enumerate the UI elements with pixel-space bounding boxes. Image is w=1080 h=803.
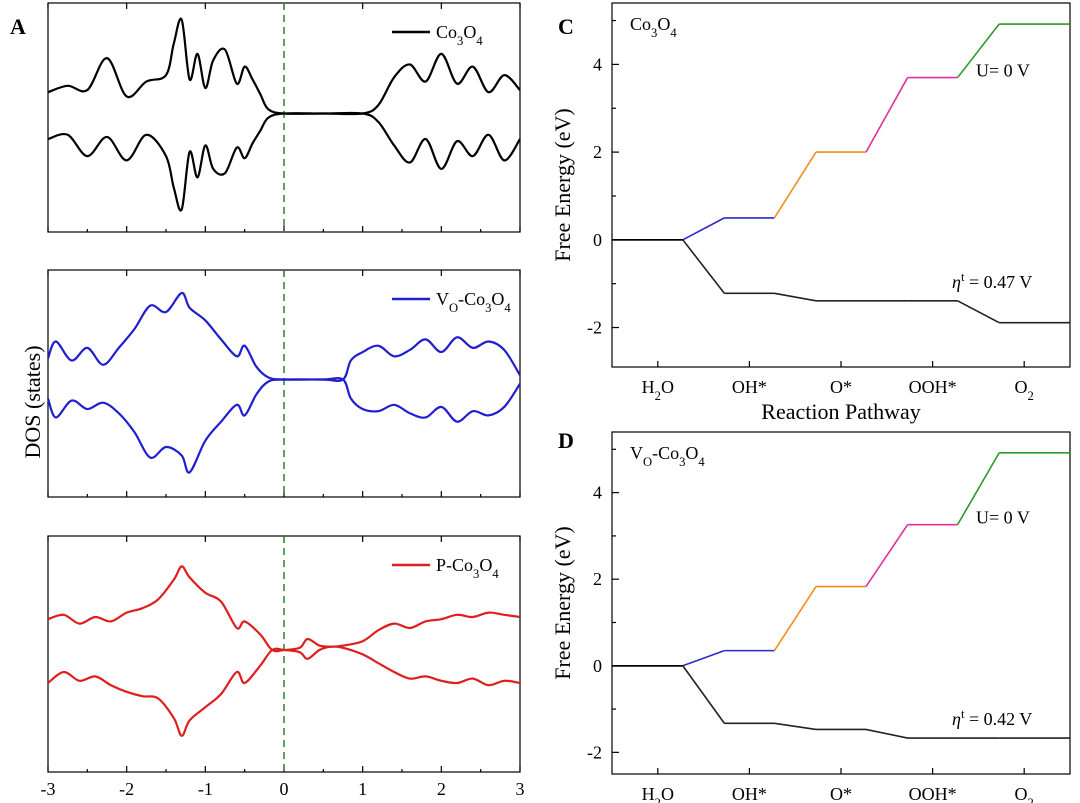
y-tick-label: -2 [587, 742, 602, 762]
energy-transition [956, 452, 1000, 526]
x-category-label: O* [830, 377, 852, 397]
y-tick-label: 0 [593, 230, 602, 250]
dos-curve-spin-up [47, 565, 521, 653]
energy-transition [865, 524, 909, 587]
dos-curve-spin-down [46, 377, 521, 474]
energy-transition [774, 722, 817, 731]
energy-transition [774, 292, 817, 302]
x-category-label: OOH* [909, 784, 957, 803]
x-tick-label: 1 [358, 779, 367, 799]
energy-panel-C: C -2 0 2 4 Free Energy (eV) H2O OH* O* OOH* O2 Reac… [550, 2, 1071, 424]
energy-series-upper [612, 23, 1070, 241]
y-tick-label: -2 [587, 318, 602, 338]
energy-transition [773, 586, 817, 652]
dos-subpanel-co3o4: Co3O4 [47, 2, 521, 233]
overpotential-label: ηt = 0.42 V [952, 707, 1032, 729]
energy-series-lower [612, 664, 1070, 739]
energy-panel-title: Co3O4 [630, 14, 677, 40]
x-category-label: H2O [642, 377, 674, 403]
energy-frame [611, 2, 1071, 368]
energy-xlabel: Reaction Pathway [761, 399, 920, 424]
x-tick-label: 3 [516, 779, 525, 799]
panel-c-label: C [558, 14, 574, 39]
energy-transition [682, 665, 726, 724]
energy-transition [865, 728, 908, 739]
panel-a-label: A [10, 14, 26, 39]
dos-curve-spin-down [47, 111, 521, 212]
energy-panel-D: D -2 0 2 4 Free Energy (eV) H2O OH* O* OOH* O2 VO-C… [550, 428, 1071, 803]
y-tick-label: 4 [593, 483, 602, 503]
dos-curve-spin-down [47, 645, 521, 737]
dos-curve-spin-up [46, 291, 521, 382]
energy-series-upper [612, 451, 1070, 667]
dos-subpanel-vo-co3o4: VO-Co3O4 [46, 269, 521, 498]
x-tick-label: -3 [41, 779, 56, 799]
energy-transition [682, 239, 726, 294]
x-category-label: OOH* [909, 377, 957, 397]
panel-a-ylabel: DOS (states) [20, 345, 45, 458]
dos-curve-spin-up [47, 17, 521, 116]
energy-transition [682, 217, 725, 241]
energy-transition [865, 77, 909, 153]
legend-label: VO-Co3O4 [436, 289, 511, 315]
legend-label: Co3O4 [436, 22, 483, 48]
x-tick-label: 2 [437, 779, 446, 799]
energy-transition [957, 300, 1000, 324]
x-category-label: OH* [732, 377, 767, 397]
x-category-label: O2 [1015, 784, 1034, 803]
energy-ylabel: Free Energy (eV) [550, 526, 575, 680]
dos-subpanel-p-co3o4: P-Co3O4 [47, 535, 521, 773]
x-category-label: O2 [1015, 377, 1034, 403]
y-tick-label: 0 [593, 656, 602, 676]
y-tick-label: 4 [593, 54, 602, 74]
legend-label: P-Co3O4 [436, 555, 499, 581]
energy-ylabel: Free Energy (eV) [550, 108, 575, 262]
x-category-label: H2O [642, 784, 674, 803]
energy-transition [956, 23, 1000, 79]
y-tick-label: 2 [593, 569, 602, 589]
energy-panel-title: VO-Co3O4 [630, 443, 705, 469]
energy-transition [773, 151, 817, 219]
energy-series-lower [612, 239, 1070, 324]
y-tick-label: 2 [593, 142, 602, 162]
energy-transition [682, 649, 725, 667]
potential-label: U= 0 V [976, 508, 1030, 528]
overpotential-label: ηt = 0.47 V [952, 270, 1032, 292]
potential-label: U= 0 V [976, 61, 1030, 81]
x-category-label: O* [830, 784, 852, 803]
x-tick-label: -1 [198, 779, 213, 799]
panel-d-label: D [558, 428, 574, 453]
x-category-label: OH* [732, 784, 767, 803]
x-tick-label: -2 [119, 779, 134, 799]
x-tick-label: 0 [280, 779, 289, 799]
